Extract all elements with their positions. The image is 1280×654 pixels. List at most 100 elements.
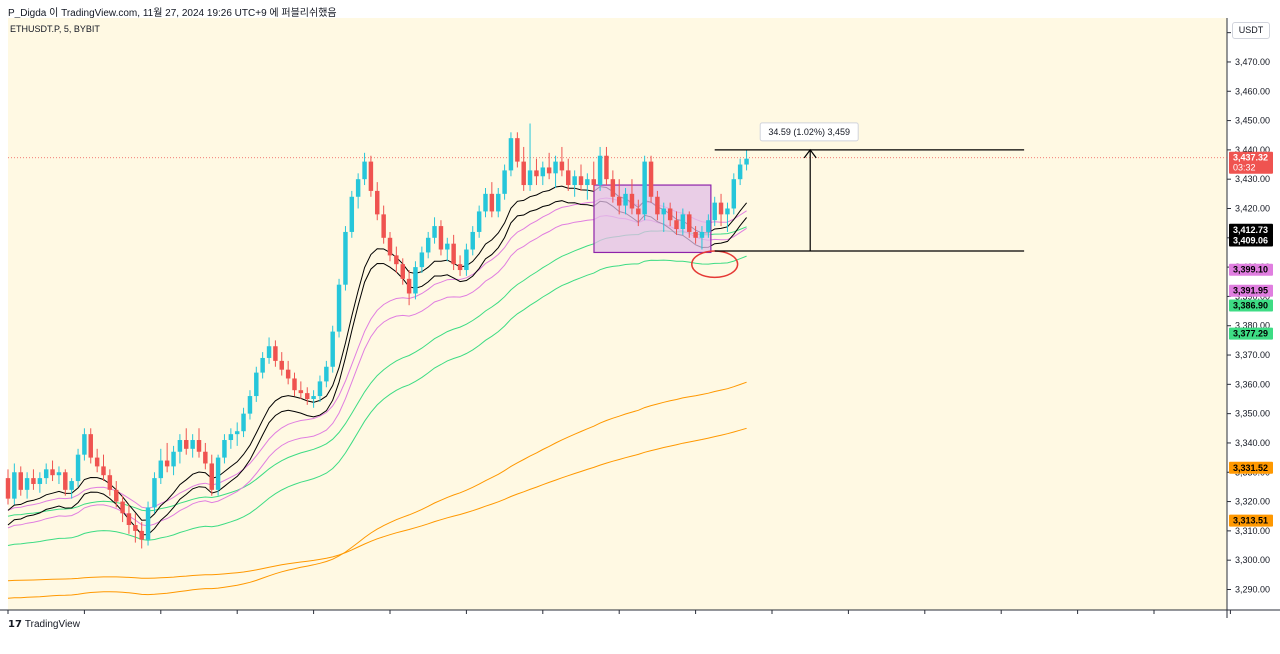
candle-up[interactable] [158,460,164,479]
candle-up[interactable] [502,170,507,194]
candle-down[interactable] [50,469,55,476]
candle-up[interactable] [37,478,43,484]
candle-down[interactable] [616,196,622,206]
candle-up[interactable] [336,284,342,332]
chart-area[interactable]: 3,290.003,300.003,310.003,320.003,330.00… [0,18,1280,654]
candle-up[interactable] [572,176,577,186]
candle-up[interactable] [330,331,335,367]
candle-down[interactable] [400,264,405,279]
candle-down[interactable] [375,190,380,215]
candle-down[interactable] [591,179,596,186]
candle-down[interactable] [438,226,444,250]
candle-up[interactable] [623,193,628,206]
candle-up[interactable] [432,226,437,238]
candle-down[interactable] [126,513,132,526]
candle-up[interactable] [680,214,686,230]
candle-down[interactable] [667,208,673,221]
candle-up[interactable] [222,440,227,458]
candle-up[interactable] [247,396,253,414]
candle-down[interactable] [203,451,208,464]
candle-down[interactable] [521,161,526,186]
candle-up[interactable] [324,366,329,382]
candle-up[interactable] [661,208,666,215]
candle-down[interactable] [273,346,278,361]
candle-up[interactable] [445,243,450,250]
candle-down[interactable] [5,478,11,499]
candle-up[interactable] [56,472,62,476]
candle-up[interactable] [75,454,81,482]
candle-down[interactable] [101,466,106,476]
candle-down[interactable] [457,264,463,271]
candle-down[interactable] [368,161,374,191]
candle-up[interactable] [496,193,501,212]
candle-down[interactable] [515,138,520,162]
candle-up[interactable] [145,507,151,540]
candle-down[interactable] [120,501,125,514]
candle-down[interactable] [636,208,641,215]
candle-down[interactable] [489,193,495,212]
candle-up[interactable] [731,179,737,209]
candle-down[interactable] [610,179,616,197]
symbol-label[interactable]: ETHUSDT.P, 5, BYBIT [10,24,100,34]
candle-up[interactable] [171,451,176,467]
candle-up[interactable] [254,372,259,397]
candle-up[interactable] [260,357,265,373]
candle-down[interactable] [406,278,412,294]
candle-up[interactable] [343,231,348,285]
candle-up[interactable] [744,158,749,165]
candle-down[interactable] [133,525,138,531]
candle-down[interactable] [566,170,571,186]
currency-button[interactable]: USDT [1232,22,1270,39]
candle-up[interactable] [527,170,533,186]
candle-up[interactable] [241,413,246,432]
candle-down[interactable] [298,390,304,394]
candle-down[interactable] [305,393,310,399]
candle-up[interactable] [362,161,367,180]
candle-up[interactable] [483,193,488,212]
candle-up[interactable] [311,396,316,399]
candle-down[interactable] [292,378,297,391]
candle-up[interactable] [234,431,240,435]
candle-down[interactable] [674,220,679,230]
candle-down[interactable] [693,231,698,238]
candle-down[interactable] [559,161,565,171]
candle-up[interactable] [82,434,87,455]
candle-up[interactable] [152,478,157,508]
candle-up[interactable] [464,249,469,271]
candle-down[interactable] [279,360,284,370]
candle-up[interactable] [597,155,603,186]
candle-up[interactable] [215,457,221,490]
candle-up[interactable] [317,381,323,397]
candle-down[interactable] [648,161,654,197]
candle-down[interactable] [451,243,456,265]
candle-up[interactable] [43,469,49,479]
candle-down[interactable] [394,255,399,265]
candle-up[interactable] [69,481,74,490]
candle-down[interactable] [209,463,214,490]
candle-up[interactable] [585,179,590,186]
candle-up[interactable] [190,440,195,449]
candle-up[interactable] [228,434,234,441]
candle-up[interactable] [413,267,418,294]
candle-down[interactable] [387,237,393,256]
candle-up[interactable] [349,196,355,232]
candle-up[interactable] [470,231,475,250]
candle-up[interactable] [476,211,482,232]
candle-up[interactable] [712,202,717,221]
candle-down[interactable] [578,176,584,186]
candle-up[interactable] [266,346,272,358]
candle-down[interactable] [94,457,100,467]
candle-down[interactable] [184,440,189,449]
candle-up[interactable] [553,161,558,174]
candle-up[interactable] [508,138,514,171]
candle-down[interactable] [196,440,202,452]
candle-down[interactable] [381,214,386,238]
candle-up[interactable] [24,478,30,490]
price-chart[interactable]: 3,290.003,300.003,310.003,320.003,330.00… [0,18,1280,618]
candle-up[interactable] [725,208,730,215]
candle-up[interactable] [699,231,705,238]
candle-down[interactable] [687,214,692,232]
candle-down[interactable] [31,478,36,484]
candle-down[interactable] [114,489,119,502]
candle-down[interactable] [534,170,539,177]
